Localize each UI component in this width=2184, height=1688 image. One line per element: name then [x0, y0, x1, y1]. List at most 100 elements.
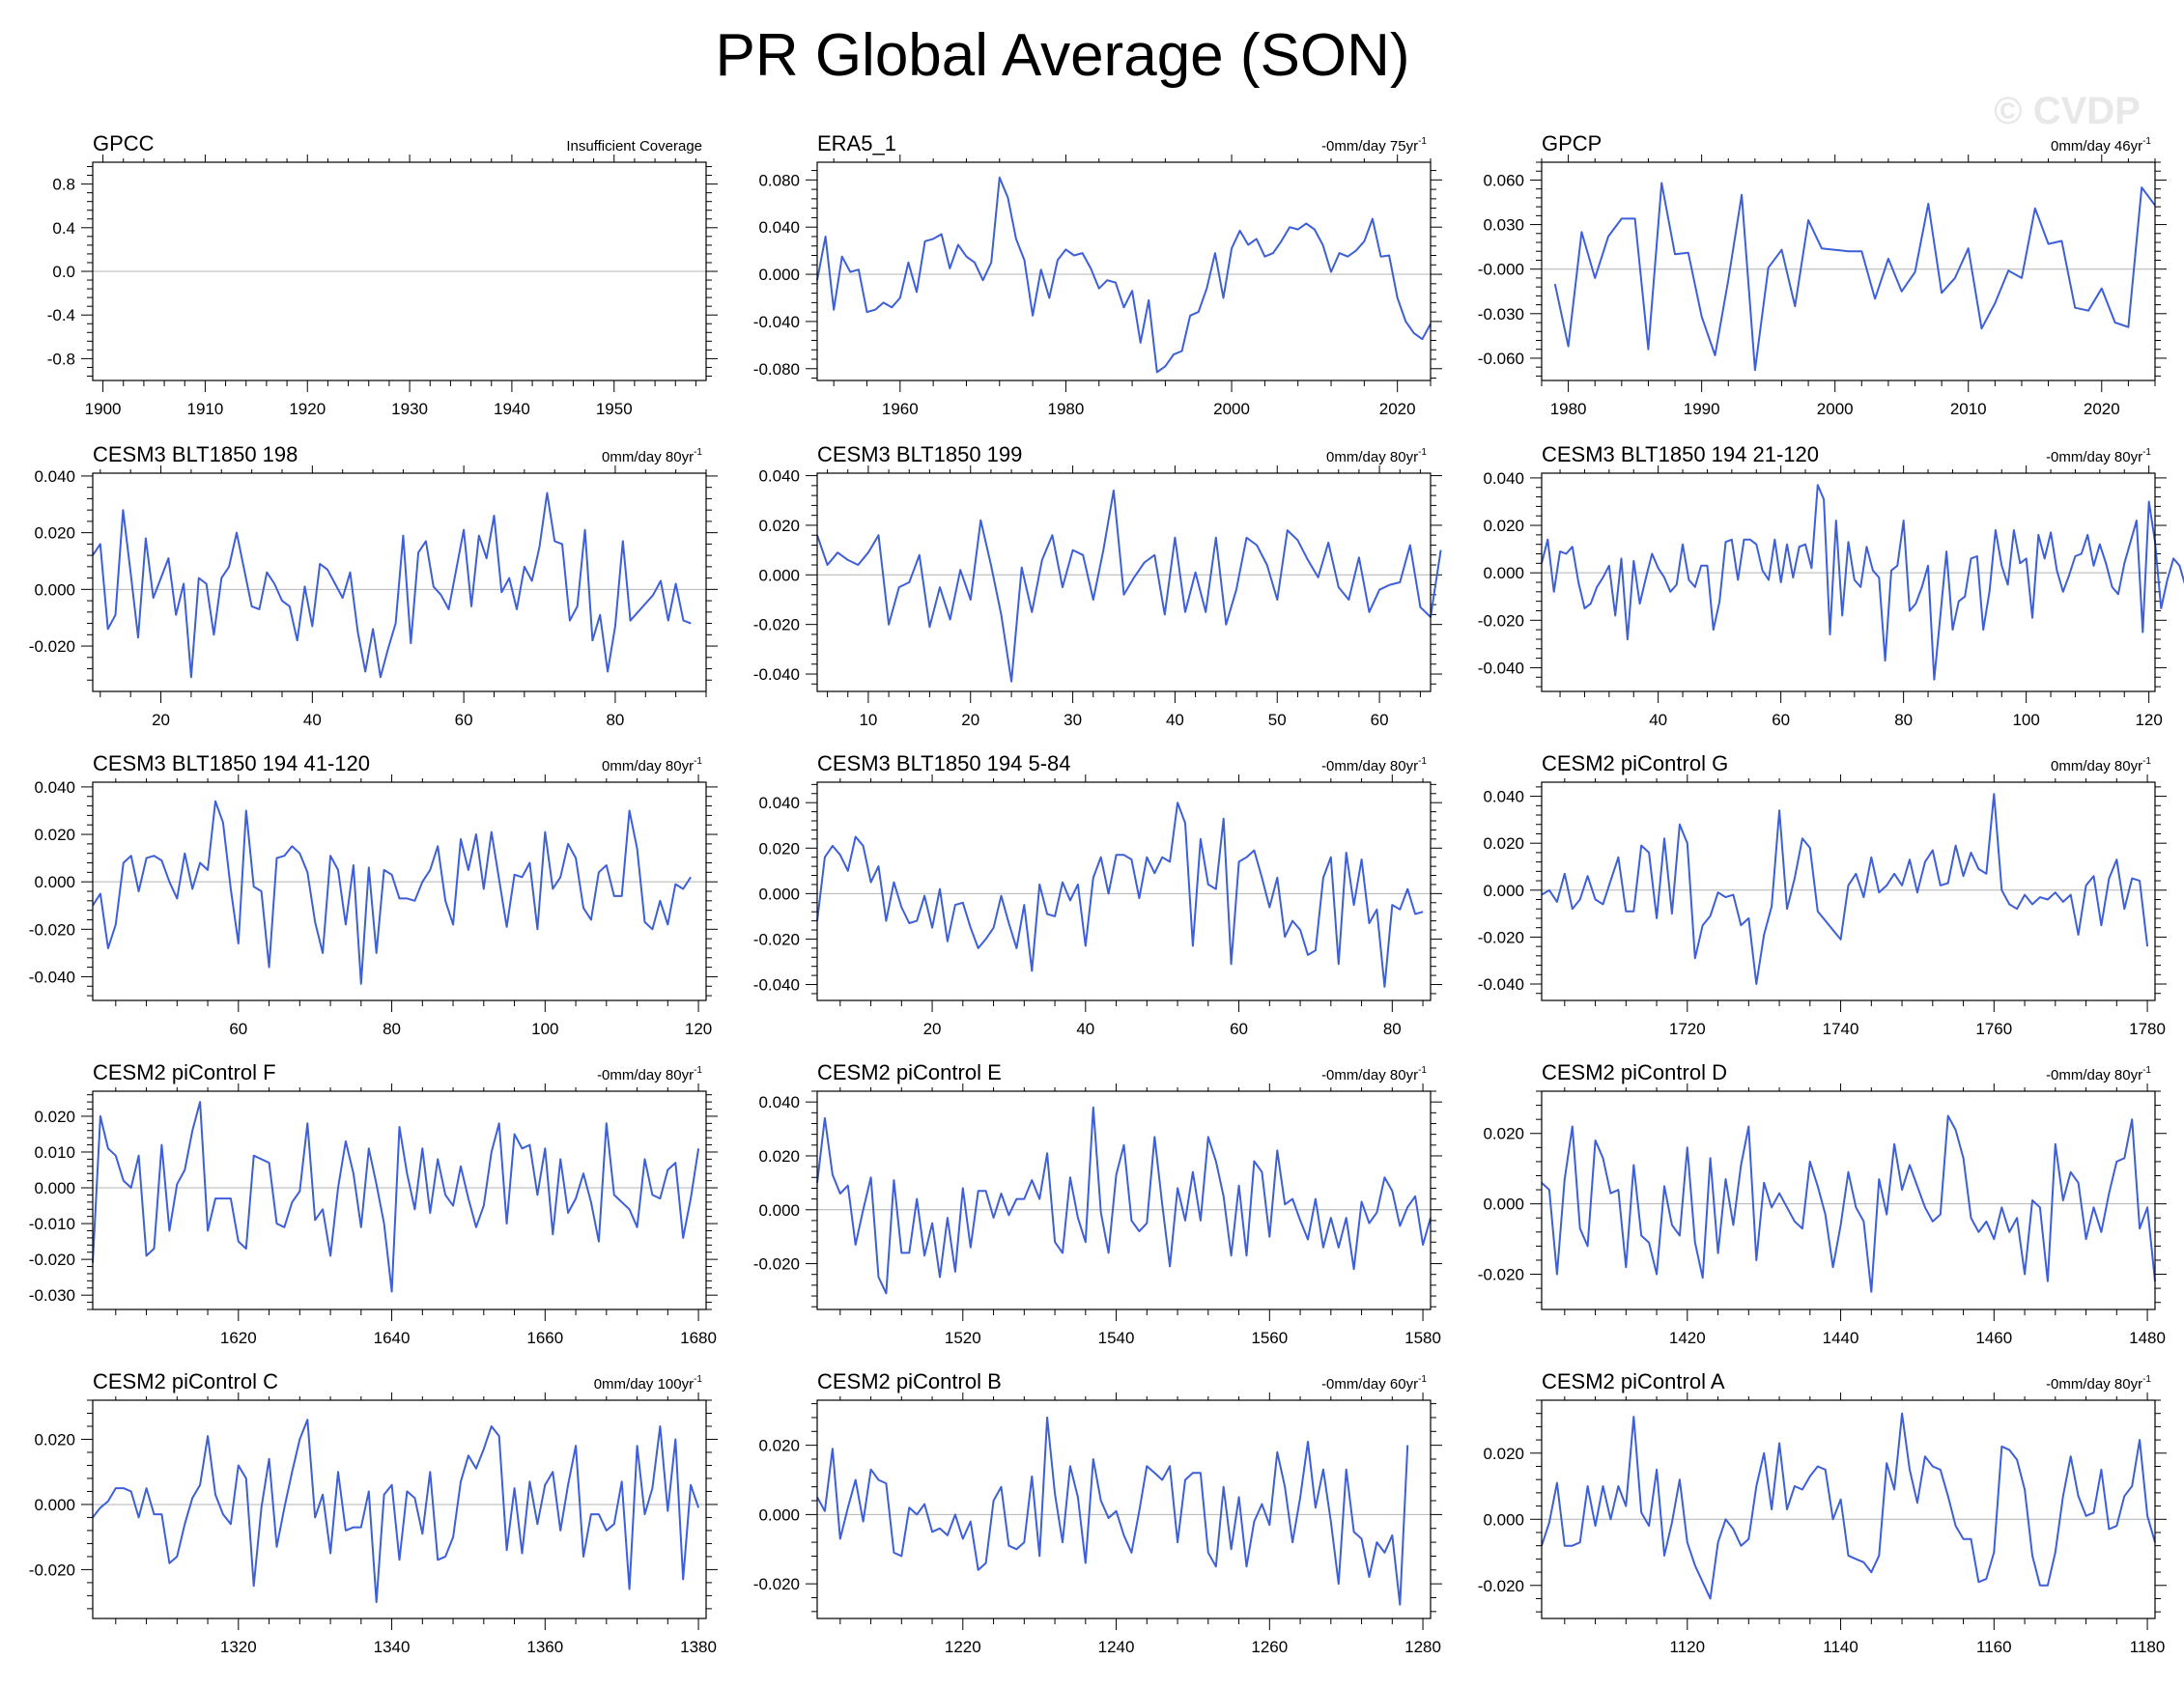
panel-trend-text: 0mm/day 80yr [1326, 449, 1418, 465]
panel-trend-label: -0mm/day 80yr-1 [597, 1065, 702, 1083]
y-tick-label: 0.020 [1483, 834, 1524, 853]
x-tick-label: 1160 [1976, 1638, 2012, 1656]
x-tick-label: 40 [303, 711, 322, 729]
panel-trend-text: 0mm/day 80yr [2051, 758, 2142, 774]
x-tick-label: 1960 [882, 400, 919, 418]
y-tick-label: 0.020 [758, 839, 800, 858]
panel-trend-text: -0mm/day 60yr [1321, 1376, 1418, 1393]
y-tick-label: -0.040 [1478, 975, 1524, 994]
panel-trend-label: -0mm/day 80yr-1 [2046, 1374, 2151, 1393]
panel-title: CESM2 piControl B [817, 1369, 1002, 1393]
x-tick-label: 1940 [494, 400, 530, 418]
y-tick-label: 0.000 [758, 266, 800, 284]
panel-frame [92, 161, 707, 381]
y-tick-label: 0.000 [1483, 564, 1524, 582]
panel-4: CESM3 BLT1850 198 0mm/day 80yr-1 20 40 60 80 -… [29, 442, 718, 729]
x-tick-label: 20 [152, 711, 170, 729]
panel-trend-text: -0mm/day 75yr [1321, 138, 1418, 155]
y-tick-label: -0.040 [753, 665, 800, 684]
y-tick-label: 0.020 [1483, 517, 1524, 535]
cvdp-watermark: © CVDP [1994, 90, 2141, 132]
panel-frame [816, 472, 1432, 692]
x-tick-label: 2020 [2084, 400, 2120, 418]
series-line [1553, 182, 2156, 372]
y-tick-label: 0.000 [34, 873, 75, 891]
y-tick-label: 0.000 [1483, 882, 1524, 900]
panel-5: CESM3 BLT1850 199 0mm/day 80yr-1 10 20 30 40 5… [753, 442, 1442, 729]
x-tick-label: 1720 [1669, 1020, 1706, 1038]
x-tick-label: 1520 [945, 1329, 981, 1347]
panel-title: CESM2 piControl G [1542, 751, 1728, 775]
figure-title: PR Global Average (SON) [715, 22, 1409, 89]
x-tick-label: 1740 [1823, 1020, 1859, 1038]
y-tick-label: 0.000 [34, 580, 75, 599]
panel-frame [816, 161, 1432, 381]
panel-frame [92, 781, 707, 1001]
superscript-minus-one: -1 [2142, 756, 2151, 767]
panel-trend-label: -0mm/day 80yr-1 [2046, 1065, 2151, 1083]
x-tick-label: 2000 [1817, 400, 1854, 418]
panel-15: CESM2 piControl A -0mm/day 80yr-1 1120 1140… [1478, 1369, 2167, 1656]
y-tick-label: -0.020 [753, 1255, 800, 1274]
y-tick-label: 0.000 [34, 1179, 75, 1197]
y-tick-label: 0.020 [758, 1147, 800, 1166]
x-tick-label: 60 [1371, 711, 1389, 729]
x-tick-label: 20 [923, 1020, 942, 1038]
x-tick-label: 40 [1076, 1020, 1094, 1038]
y-tick-label: 0.000 [758, 566, 800, 584]
superscript-minus-one: -1 [2142, 136, 2151, 147]
superscript-minus-one: -1 [2142, 1374, 2151, 1385]
y-tick-label: 0.020 [34, 1108, 75, 1126]
panel-6: CESM3 BLT1850 194 21-120 -0mm/day 80yr-1 4… [1478, 442, 2184, 729]
x-tick-label: 1990 [1684, 400, 1720, 418]
y-tick-label: 0.020 [34, 1430, 75, 1449]
superscript-minus-one: -1 [1418, 756, 1427, 767]
x-tick-label: 40 [1166, 711, 1184, 729]
series-line [816, 490, 1442, 683]
y-tick-label: -0.020 [753, 616, 800, 634]
x-tick-label: 1180 [2130, 1638, 2166, 1656]
y-tick-label: 0.040 [758, 1093, 800, 1111]
panel-trend-label: -0mm/day 60yr-1 [1321, 1374, 1427, 1393]
panel-trend-text: -0mm/day 80yr [2046, 1067, 2142, 1083]
superscript-minus-one: -1 [2142, 447, 2151, 458]
x-tick-label: 80 [1894, 711, 1913, 729]
x-tick-label: 1640 [374, 1329, 411, 1347]
y-tick-label: -0.030 [29, 1286, 75, 1305]
panel-trend-text: -0mm/day 80yr [597, 1067, 694, 1083]
series-line [1541, 484, 2184, 681]
x-tick-label: 1900 [85, 400, 122, 418]
y-tick-label: 0.020 [34, 826, 75, 844]
y-tick-label: 0.020 [34, 524, 75, 543]
y-tick-label: 0.000 [758, 1201, 800, 1220]
panel-title: CESM2 piControl E [817, 1060, 1002, 1084]
x-tick-label: 2010 [1950, 400, 1987, 418]
superscript-minus-one: -1 [2142, 1065, 2151, 1076]
y-tick-label: 0.000 [34, 1496, 75, 1514]
y-tick-label: 0.040 [34, 778, 75, 797]
y-tick-label: 0.8 [52, 176, 75, 194]
x-tick-label: 1340 [374, 1638, 411, 1656]
x-tick-label: 100 [531, 1020, 558, 1038]
y-tick-label: 0.040 [758, 218, 800, 237]
superscript-minus-one: -1 [694, 447, 702, 458]
superscript-minus-one: -1 [694, 1065, 702, 1076]
series-line [92, 1101, 700, 1293]
y-tick-label: -0.020 [753, 1575, 800, 1593]
x-tick-label: 80 [383, 1020, 401, 1038]
panel-title: CESM2 piControl C [93, 1369, 278, 1393]
superscript-minus-one: -1 [1418, 1374, 1427, 1385]
panel-trend-text: -0mm/day 80yr [2046, 449, 2142, 465]
y-tick-label: -0.020 [29, 1561, 75, 1579]
panel-trend-label: 0mm/day 80yr-1 [2051, 756, 2151, 774]
panel-frame [1541, 472, 2156, 692]
panel-frame [1541, 781, 2156, 1001]
panel-trend-label: 0mm/day 46yr-1 [2051, 136, 2151, 155]
series-line [92, 800, 692, 985]
x-tick-label: 30 [1064, 711, 1082, 729]
x-tick-label: 40 [1649, 711, 1667, 729]
x-tick-label: 1120 [1670, 1638, 1706, 1656]
panel-title: GPCC [93, 131, 155, 155]
y-tick-label: 0.000 [1483, 1196, 1524, 1214]
